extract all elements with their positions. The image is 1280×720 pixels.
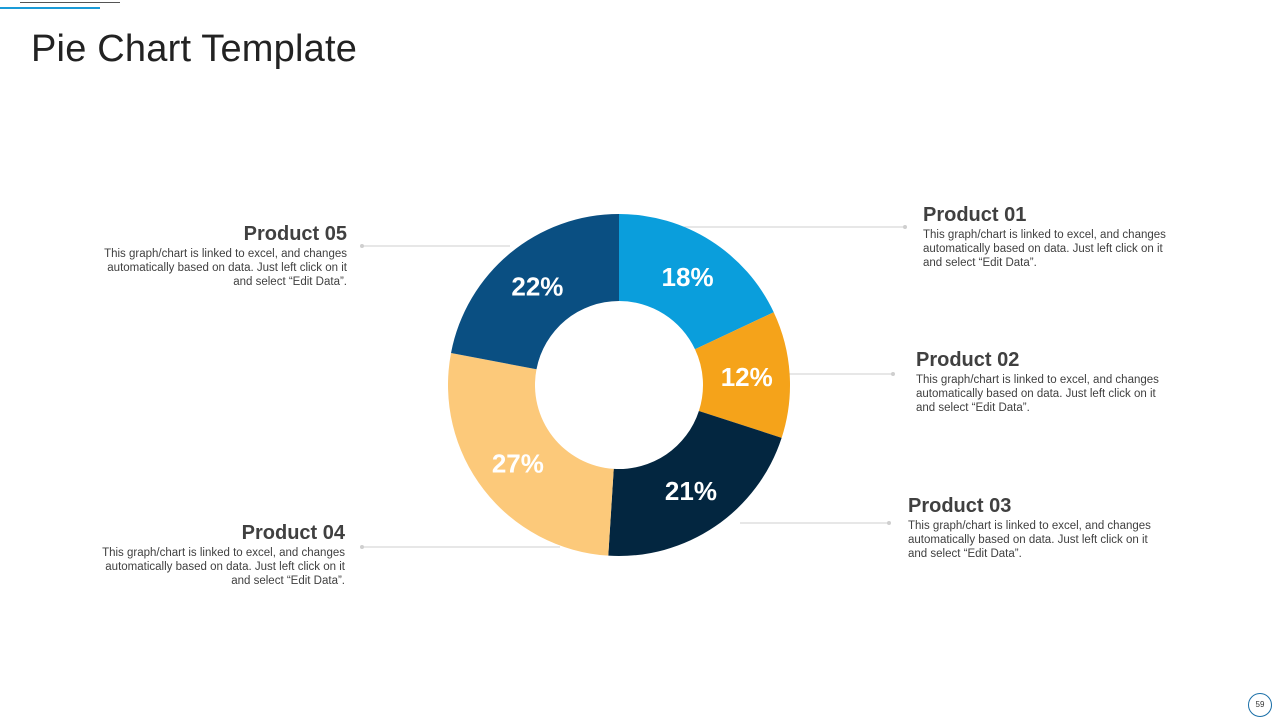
callout-title: Product 04 xyxy=(241,522,345,544)
callout-product-02: Product 02 This graph/chart is linked to… xyxy=(916,348,1178,415)
callout-product-03: Product 03 This graph/chart is linked to… xyxy=(908,494,1170,561)
slice-labels: 18% 12% 21% 27% 22% xyxy=(492,262,773,506)
callout-title: Product 02 xyxy=(916,349,1020,371)
leader-dot xyxy=(891,372,895,376)
donut-slices xyxy=(448,214,791,556)
callout-title: Product 03 xyxy=(908,495,1012,517)
slice-product-03[interactable] xyxy=(608,410,782,556)
callout-description: This graph/chart is linked to excel, and… xyxy=(104,248,347,288)
callout-product-05: Product 05 This graph/chart is linked to… xyxy=(85,222,347,289)
leader-dot xyxy=(903,225,907,229)
slice-value-label: 21% xyxy=(665,476,717,506)
callout-description: This graph/chart is linked to excel, and… xyxy=(102,547,345,587)
callout-product-04: Product 04 This graph/chart is linked to… xyxy=(83,521,345,588)
callout-description: This graph/chart is linked to excel, and… xyxy=(916,374,1159,414)
leader-lines xyxy=(360,225,907,549)
slice-product-05[interactable] xyxy=(451,214,619,370)
callout-description: This graph/chart is linked to excel, and… xyxy=(908,520,1151,560)
slide-title: Pie Chart Template xyxy=(31,28,358,70)
callout-description: This graph/chart is linked to excel, and… xyxy=(923,229,1166,269)
slice-value-label: 27% xyxy=(492,448,544,478)
slice-product-04[interactable] xyxy=(448,352,614,556)
leader-dot xyxy=(887,521,891,525)
leader-dot xyxy=(360,545,364,549)
slice-value-label: 18% xyxy=(662,262,714,292)
top-rule-accent xyxy=(0,7,100,9)
slice-value-label: 12% xyxy=(721,362,773,392)
top-rule-dark xyxy=(20,2,120,3)
leader-dot xyxy=(360,244,364,248)
slice-product-01[interactable] xyxy=(619,214,774,350)
callout-title: Product 01 xyxy=(923,204,1027,226)
callout-title: Product 05 xyxy=(243,223,347,245)
slice-product-02[interactable] xyxy=(695,312,791,438)
callout-product-01: Product 01 This graph/chart is linked to… xyxy=(923,203,1185,270)
page-number: 59 xyxy=(1248,693,1272,717)
slice-value-label: 22% xyxy=(511,271,563,301)
